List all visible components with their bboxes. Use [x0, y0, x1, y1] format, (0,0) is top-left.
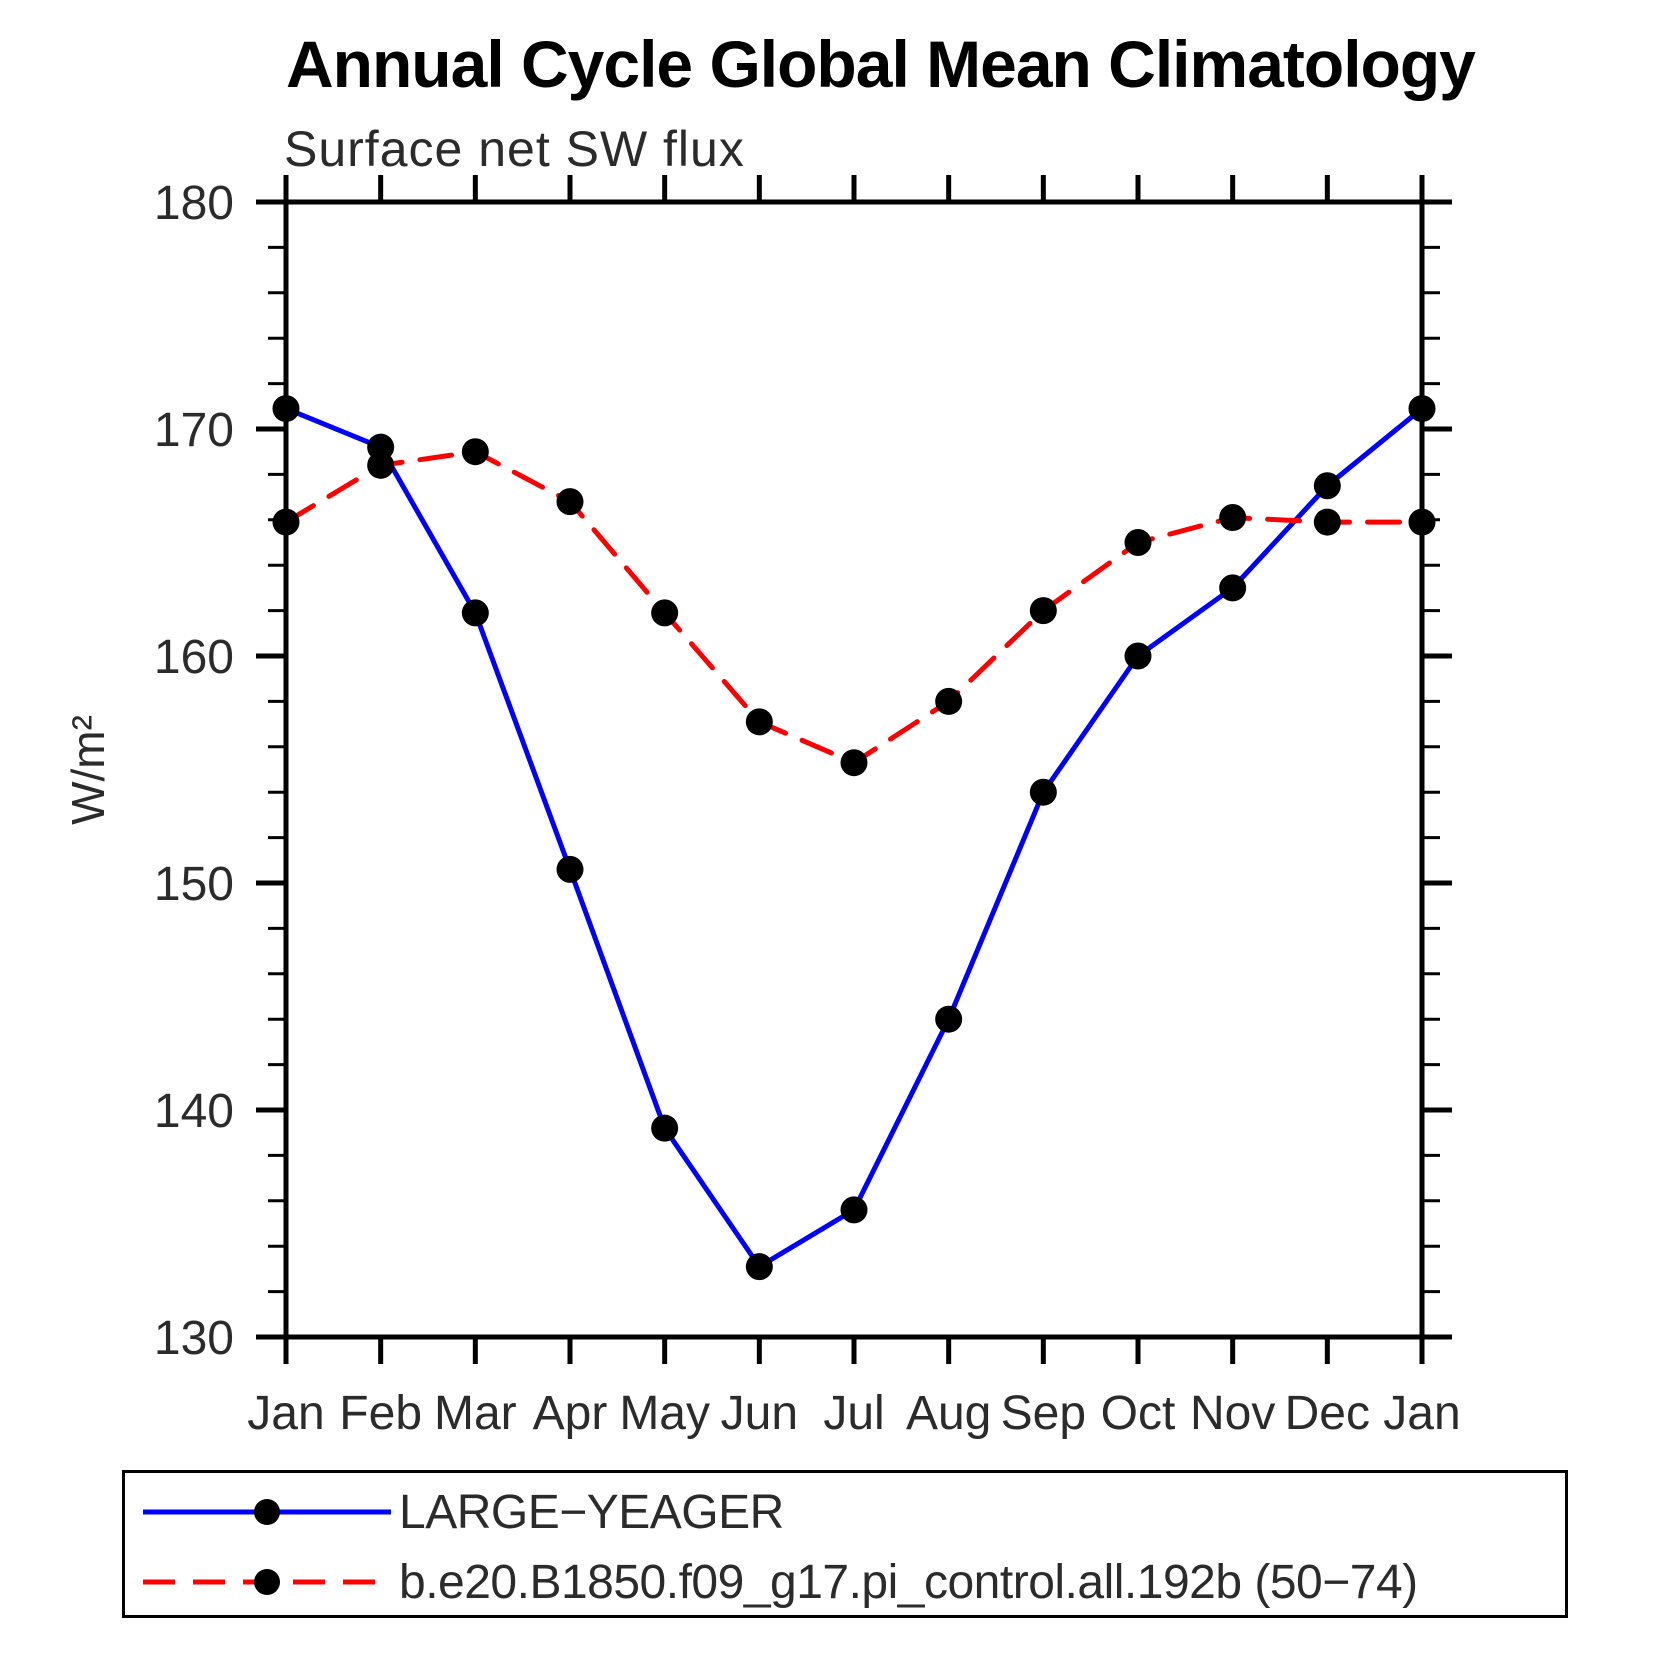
x-tick-label: Jun: [721, 1387, 798, 1440]
series-marker-0: [272, 395, 300, 423]
series-marker-0: [651, 1114, 679, 1142]
series-marker-0: [1313, 472, 1341, 500]
series-line-1: [283, 449, 1425, 766]
y-tick-label: 130: [154, 1312, 234, 1365]
x-tick-label: Aug: [906, 1387, 991, 1440]
series-marker-1: [367, 451, 395, 479]
chart-subtitle: Surface net SW flux: [284, 121, 745, 177]
series-marker-1: [745, 708, 773, 736]
series-marker-1: [1408, 508, 1436, 536]
series-marker-0: [935, 1005, 963, 1033]
series-marker-1: [556, 488, 584, 516]
legend-marker-dot: [254, 1499, 280, 1525]
series-marker-1: [1029, 597, 1057, 625]
x-tick-label: Dec: [1285, 1387, 1370, 1440]
series-marker-0: [1408, 395, 1436, 423]
y-tick-label: 160: [154, 631, 234, 684]
legend-item-model-run: b.e20.B1850.f09_g17.pi_control.all.192b …: [125, 1547, 1565, 1617]
legend: LARGE−YEAGER b.e20.B1850.f09_g17.pi_cont…: [122, 1470, 1568, 1618]
y-tick-label: 180: [154, 177, 234, 230]
y-tick-label: 170: [154, 404, 234, 457]
series-marker-0: [745, 1253, 773, 1281]
series-marker-1: [461, 438, 489, 466]
x-tick-label: Feb: [339, 1387, 422, 1440]
x-tick-label: Mar: [434, 1387, 517, 1440]
legend-marker-dot: [254, 1569, 280, 1595]
series-marker-0: [840, 1196, 868, 1224]
series-marker-1: [1124, 529, 1152, 556]
legend-label-large-yeager: LARGE−YEAGER: [399, 1485, 784, 1539]
series-marker-1: [840, 749, 868, 777]
chart-title: Annual Cycle Global Mean Climatology: [286, 27, 1476, 101]
x-tick-label: Apr: [533, 1387, 608, 1440]
series-marker-1: [272, 508, 300, 536]
x-tick-label: Jul: [823, 1387, 884, 1440]
y-tick-label: 140: [154, 1085, 234, 1138]
series-line-0: [283, 406, 1425, 1270]
x-tick-label: Jan: [247, 1387, 324, 1440]
series-marker-0: [1219, 574, 1247, 602]
series-marker-1: [651, 599, 679, 627]
x-tick-label: Oct: [1101, 1387, 1176, 1440]
series-marker-0: [556, 855, 584, 883]
x-tick-label: May: [619, 1387, 710, 1440]
series-marker-0: [1124, 642, 1152, 670]
legend-sample-dashed-line: [143, 1569, 391, 1595]
legend-sample-solid-line: [143, 1499, 391, 1525]
series-marker-1: [1313, 508, 1341, 536]
series-marker-1: [935, 687, 963, 715]
y-tick-label: 150: [154, 858, 234, 911]
x-tick-label: Jan: [1383, 1387, 1460, 1440]
series-marker-1: [1219, 504, 1247, 532]
legend-item-large-yeager: LARGE−YEAGER: [125, 1477, 1565, 1547]
x-tick-label: Nov: [1190, 1387, 1275, 1440]
series-marker-0: [1029, 778, 1057, 806]
series-marker-0: [461, 599, 489, 627]
legend-label-model-run: b.e20.B1850.f09_g17.pi_control.all.192b …: [399, 1555, 1418, 1609]
x-tick-label: Sep: [1001, 1387, 1086, 1440]
